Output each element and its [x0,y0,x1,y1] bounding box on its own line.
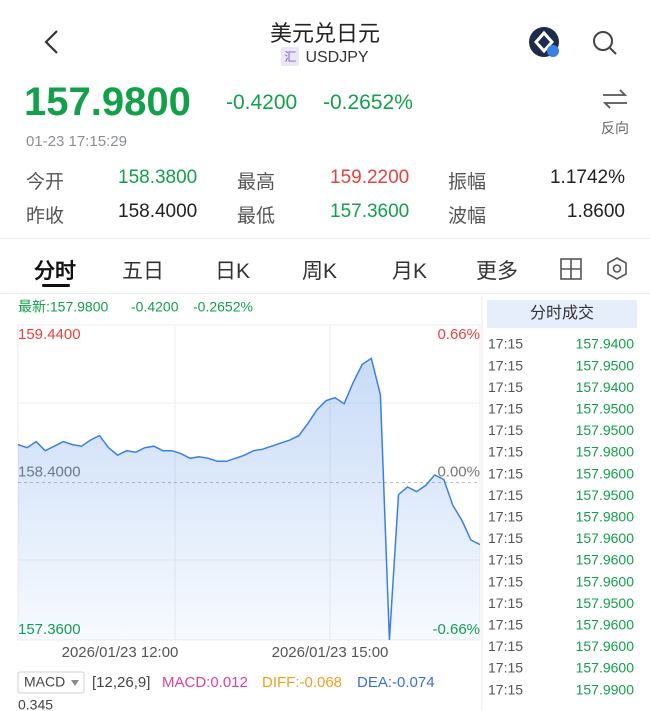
trade-time: 17:15 [488,357,523,373]
stat-label: 振幅 [448,172,487,193]
trade-time: 17:15 [488,336,523,352]
trade-price: 157.9800 [576,509,635,525]
tab-icons[interactable] [558,256,633,282]
indicator-select[interactable] [17,671,85,694]
trade-time: 17:15 [488,660,523,676]
x-label: 2026/01/23 12:00 [62,644,179,661]
y2-tick-label: 0.00% [437,463,480,480]
trade-time: 17:15 [488,444,523,460]
stat-value: 158.4000 [118,201,198,222]
trade-time: 17:15 [488,379,523,395]
trade-time: 17:15 [488,573,523,589]
price: 157.9800 [24,80,191,124]
trade-price: 157.9500 [576,401,635,417]
tab[interactable]: 更多 [476,260,518,283]
stat-value: 1.8600 [566,201,625,222]
reverse-label[interactable]: 反向 [601,120,629,136]
trade-price: 157.9900 [576,681,635,697]
tab[interactable]: 五日 [122,260,164,283]
trade-price: 157.9800 [576,444,635,460]
trade-price: 157.9500 [576,487,635,503]
tab[interactable]: 周K [302,260,338,283]
trade-time: 17:15 [488,552,523,568]
divider [0,293,650,294]
trade-price: 157.9600 [576,530,635,546]
y-tick-label: 159.4400 [18,326,81,343]
indicator-name[interactable]: MACD [24,674,65,690]
trade-price: 157.9600 [576,573,635,589]
trades-header-bg [487,300,637,328]
stat-value: 1.1742% [549,167,625,188]
area-fill [18,358,480,640]
trade-time: 17:15 [488,530,523,546]
stat-value: 158.3800 [118,167,198,188]
x-label: 2026/01/23 15:00 [272,644,389,661]
dropdown-arrow [71,680,79,686]
trade-time: 17:15 [488,638,523,654]
chart-legend: 最新:157.9800 [18,299,108,315]
trade-time: 17:15 [488,509,523,525]
trade-time: 17:15 [488,487,523,503]
macd-value: MACD:0.012 [162,674,248,691]
stat-label: 最低 [237,206,276,227]
change-pct: -0.2652% [323,91,413,114]
divider [0,238,650,239]
tab[interactable]: 分时 [34,260,76,283]
trade-time: 17:15 [488,595,523,611]
tab-underline [42,284,70,287]
trade-time: 17:15 [488,617,523,633]
change: -0.4200 [226,91,298,114]
y2-tick-label: 0.66% [437,326,480,343]
trades-title: 分时成交 [530,304,594,322]
trade-price: 157.9600 [576,660,635,676]
stat-label: 今开 [26,172,65,193]
trade-price: 157.9400 [576,336,635,352]
chart-legend: -0.2652% [193,299,253,315]
ai-button[interactable] [528,26,562,60]
badge: 汇 [281,47,300,66]
chart-legend: -0.4200 [131,299,179,315]
stat-value: 159.2200 [330,167,410,188]
symbol: USDJPY [305,49,369,66]
trade-price: 157.9500 [576,357,635,373]
stat-label: 波幅 [448,206,487,227]
trade-time: 17:15 [488,401,523,417]
trade-time: 17:15 [488,422,523,438]
macd-scale: 0.345 [18,697,53,711]
diff-value: DIFF:-0.068 [262,674,342,691]
trade-price: 157.9500 [576,595,635,611]
quote-time: 01-23 17:15:29 [26,133,127,150]
trade-time: 17:15 [488,465,523,481]
tab[interactable]: 月K [392,260,428,283]
macd-params: [12,26,9] [92,674,150,691]
price-line [17,357,481,641]
subtitle: 汇 USDJPY [0,47,650,67]
tab[interactable]: 日K [215,260,251,283]
trade-price: 157.9600 [576,465,635,481]
trade-time: 17:15 [488,681,523,697]
stat-label: 最高 [237,172,276,193]
back-button[interactable] [40,28,64,56]
title: 美元兑日元 [269,21,380,46]
reverse-icon[interactable] [600,88,630,110]
stat-label: 昨收 [26,206,65,227]
trade-price: 157.9400 [576,379,635,395]
stat-value: 157.3600 [330,201,410,222]
trade-price: 157.9600 [576,552,635,568]
trade-price: 157.9600 [576,638,635,654]
dea-value: DEA:-0.074 [357,674,435,691]
trade-price: 157.9600 [576,617,635,633]
trade-price: 157.9500 [576,422,635,438]
search-button[interactable] [590,28,620,58]
